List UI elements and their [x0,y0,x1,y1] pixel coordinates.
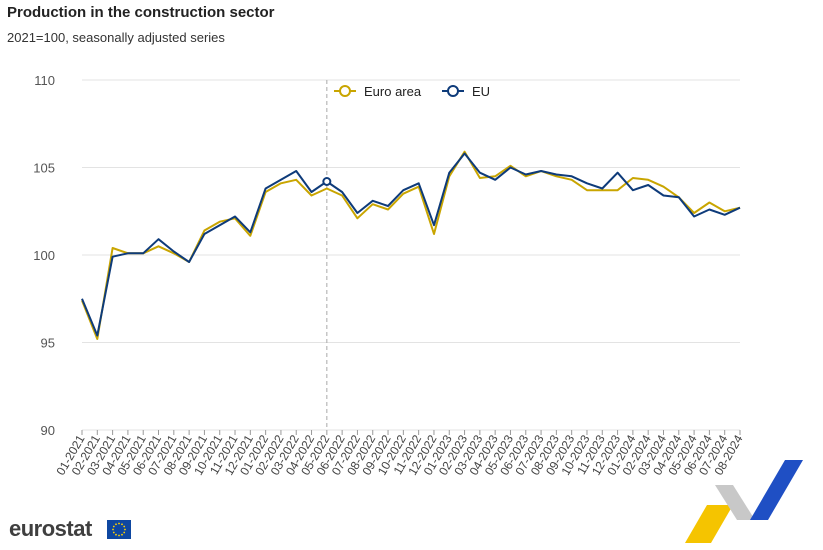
series-line-eu[interactable] [81,152,741,337]
decorative-stripes [685,460,803,543]
hover-point-marker[interactable] [322,177,332,186]
grid-lines [82,79,740,431]
chart-title: Production in the construction sector [7,4,275,21]
y-tick-label: 90 [41,423,55,438]
eu-flag-icon [107,520,131,539]
legend-item-label[interactable]: Euro area [364,84,422,99]
legend-swatch-marker [339,85,351,97]
eurostat-logo[interactable]: eurostat [9,516,92,541]
y-tick-label: 110 [34,73,55,88]
y-tick-label: 95 [41,336,55,351]
legend: Euro area EU [334,84,490,99]
legend-item-label[interactable]: EU [472,84,490,99]
y-tick-label: 100 [33,248,55,263]
series-line-euro-area[interactable] [81,150,741,340]
y-tick-label: 105 [33,161,55,176]
hover-marker [322,177,332,186]
x-axis-ticks: 01-202102-202103-202104-202105-202106-20… [53,430,746,478]
series-lines [81,150,741,340]
chart-subtitle: 2021=100, seasonally adjusted series [7,30,225,45]
legend-swatch-marker [447,85,459,97]
y-axis-ticks: 90 95 100 105 110 [33,73,55,438]
